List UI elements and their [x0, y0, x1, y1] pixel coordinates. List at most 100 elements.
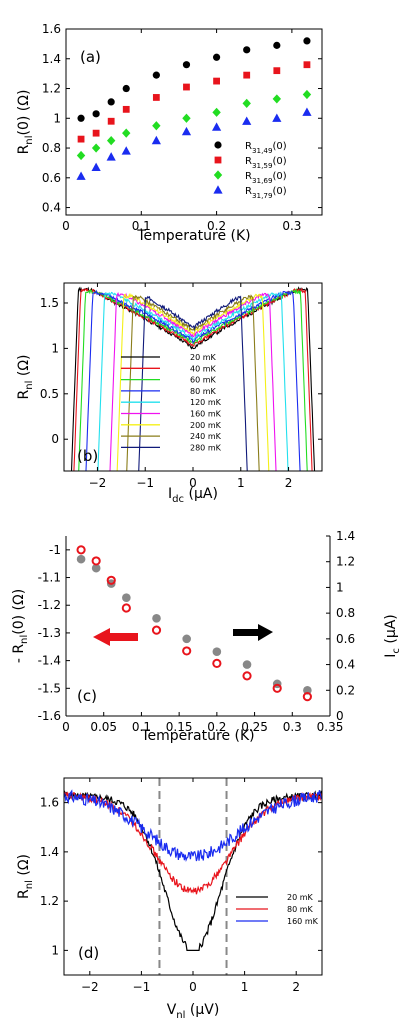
x-tick-label: 0.1 [132, 720, 151, 734]
data-point [122, 84, 130, 93]
rnl-data-point [91, 556, 101, 566]
ic-data-point [242, 660, 252, 669]
y2-tick-label: 1.2 [336, 555, 355, 569]
data-point [91, 143, 101, 153]
x-tick-label: −2 [81, 980, 99, 994]
data-point [92, 110, 100, 118]
y2-tick-label: 0.2 [336, 683, 355, 697]
series-line-160-mK [109, 291, 277, 471]
y-tick-label: -1.5 [38, 681, 61, 695]
data-point [152, 71, 160, 79]
x-tick-label: 0 [62, 219, 70, 233]
y-tick-label: 0.4 [42, 201, 61, 215]
panel-c: -1-1.1-1.2-1.3-1.4-1.5-1.6 00.20.40.60.81… [11, 529, 402, 744]
y2-axis-label: Ic (μA) [383, 614, 402, 658]
data-point [182, 61, 191, 69]
ic-data-point [182, 634, 191, 644]
y-tick-label: 1.4 [42, 52, 61, 66]
ic-data-point [303, 685, 312, 695]
x-tick-label: −2 [89, 476, 107, 490]
panel-label: (d) [78, 944, 99, 962]
y-tick-label: 1 [51, 943, 59, 957]
data-point [212, 107, 221, 117]
curves [70, 286, 316, 471]
ic-data-point [122, 593, 131, 603]
legend-label: 280 mK [190, 443, 222, 452]
series-line-200-mK [116, 292, 270, 471]
x-tick-label: 0.3 [282, 219, 301, 233]
y2-tick-label: 0 [336, 709, 344, 723]
series-line-20-mK [64, 790, 322, 951]
data-point [107, 98, 115, 106]
data-point [213, 77, 220, 85]
data-point [181, 126, 192, 136]
panel-d: 1 1.2 1.4 1.6 −2 −1 0 1 2 (d) Vnl (μV) Rnl (Ω) 20 mK… [16, 777, 323, 1021]
data-point [212, 53, 221, 61]
y-tick-label: -1.2 [38, 598, 61, 612]
data-point [303, 37, 311, 45]
curves [64, 778, 322, 975]
ic-data-point [91, 563, 101, 573]
panel-a: 0.4 0.6 0.8 1 1.2 1.4 1.6 0 0.1 0.2 0.3 (a) Temperat… [16, 22, 323, 244]
series-line-120-mK [97, 291, 289, 471]
data-point [121, 146, 131, 155]
rnl-data-point [212, 658, 222, 668]
data-point [151, 135, 161, 145]
y-tick-label: 0 [51, 432, 59, 446]
data-point [302, 89, 312, 100]
x-tick-label: 0 [62, 720, 70, 734]
legend-label: R31,69(0) [245, 171, 287, 185]
data-point [272, 113, 282, 122]
x-tick-label: 1 [241, 980, 249, 994]
y-axis-label: Rnl(0) (Ω) [16, 90, 35, 155]
legend-label: 160 mK [287, 917, 319, 926]
x-tick-label: 0.35 [317, 720, 344, 734]
series-line-80-mK [64, 791, 322, 895]
data-point [243, 71, 251, 79]
y-tick-label: 1.5 [40, 296, 59, 310]
y-tick-label: 1.6 [42, 22, 61, 36]
panel-a-frame [65, 28, 323, 216]
x-axis-label: Vnl (μV) [167, 1002, 220, 1021]
data-point [152, 121, 161, 131]
legend-label: 160 mK [190, 410, 222, 419]
data-point [76, 150, 86, 161]
x-tick-label: 0.15 [166, 720, 193, 734]
panel-label: (a) [80, 48, 101, 66]
series-diamond [76, 89, 312, 161]
legend-marker [213, 170, 223, 180]
data-point [107, 117, 115, 125]
y-tick-label: -1.3 [38, 626, 61, 640]
x-axis-label: Temperature (K) [140, 728, 254, 744]
y-tick-label: 0.5 [40, 387, 59, 401]
y2-tick-label: 1.4 [336, 529, 355, 543]
y-axis-label: - Rnl(0) (Ω) [11, 589, 30, 663]
y-tick-label: -1.4 [38, 654, 61, 668]
data-point [272, 94, 282, 104]
x-tick-label: 0.3 [283, 720, 302, 734]
x-tick-label: 0.05 [90, 720, 117, 734]
legend-marker [214, 141, 222, 149]
y-tick-label: 1.6 [40, 796, 59, 810]
y2-tick-label: 0.8 [336, 606, 355, 620]
data-point [182, 113, 191, 123]
data-point [242, 116, 252, 125]
y-axis-label: Rnl (Ω) [16, 355, 35, 400]
y-tick-label: -1.6 [38, 709, 61, 723]
data-point [122, 105, 130, 113]
data-point [92, 129, 100, 137]
y-tick-label: -1.1 [38, 571, 61, 585]
data-point [152, 94, 160, 101]
rnl-data-point [106, 575, 116, 585]
rnl-data-point [302, 692, 312, 702]
y2-tick-label: 0.4 [336, 658, 355, 672]
data-point [183, 83, 190, 91]
data-point [211, 122, 222, 131]
rnl-data-point [76, 545, 86, 555]
legend-label: R31,79(0) [245, 186, 287, 200]
legend-label: 40 mK [190, 364, 217, 373]
legend-label: 20 mK [287, 893, 314, 902]
y-tick-label: 1.4 [40, 845, 59, 859]
ic-data-point [152, 613, 161, 623]
